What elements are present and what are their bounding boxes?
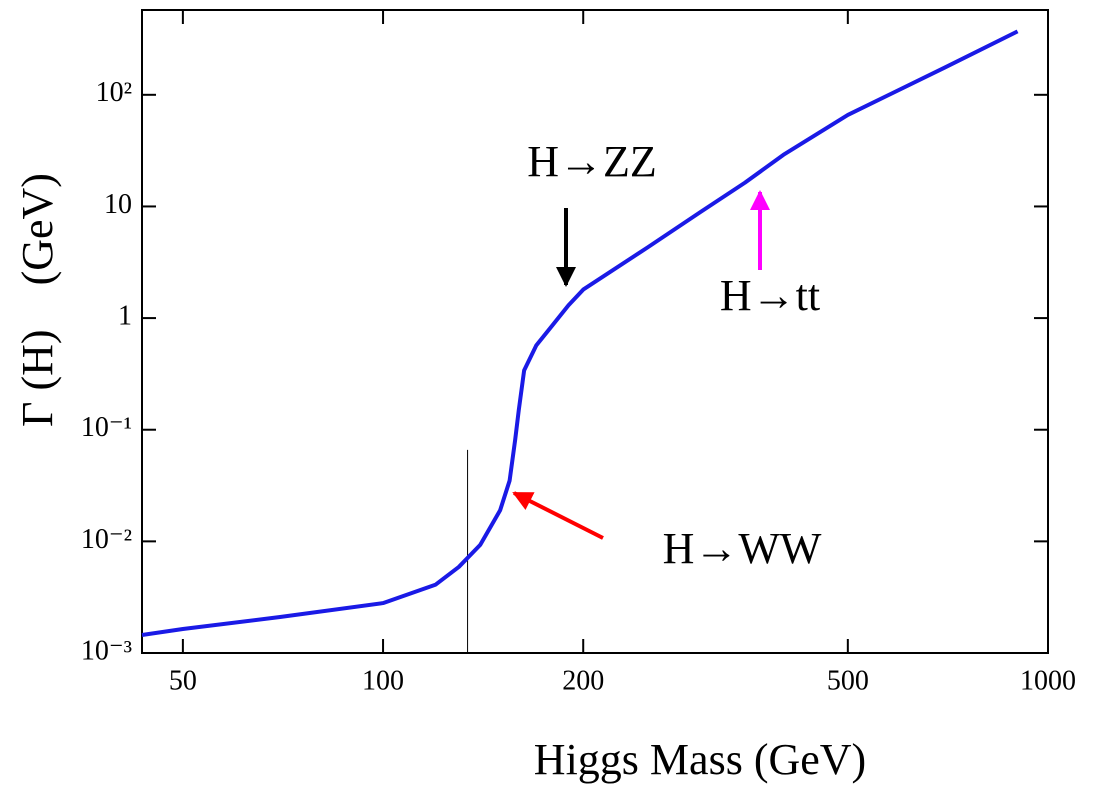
annotation-arrow xyxy=(512,491,604,540)
plot-frame xyxy=(141,9,1049,654)
x-tick-label: 500 xyxy=(827,665,869,696)
y-tick-label: 10⁻² xyxy=(81,524,132,555)
annotation: H→tt xyxy=(720,271,820,320)
y-tick-label: 10 xyxy=(104,189,132,220)
x-tick-label: 200 xyxy=(562,665,604,696)
y-tick-label: 10⁻³ xyxy=(81,635,132,666)
x-axis-title: Higgs Mass (GeV) xyxy=(534,735,866,784)
x-tick-label: 50 xyxy=(169,665,197,696)
x-tick-label: 100 xyxy=(362,665,404,696)
x-tick-label: 1000 xyxy=(1020,665,1076,696)
y-tick-label: 10⁻¹ xyxy=(81,412,132,443)
annotation: H→ZZ xyxy=(527,137,657,186)
y-axis-title: Γ (H) (GeV) xyxy=(13,173,62,427)
data-line xyxy=(141,29,1019,637)
y-tick-label: 1 xyxy=(118,301,132,332)
annotation: H→WW xyxy=(663,524,822,573)
y-tick-label: 10² xyxy=(96,77,132,108)
